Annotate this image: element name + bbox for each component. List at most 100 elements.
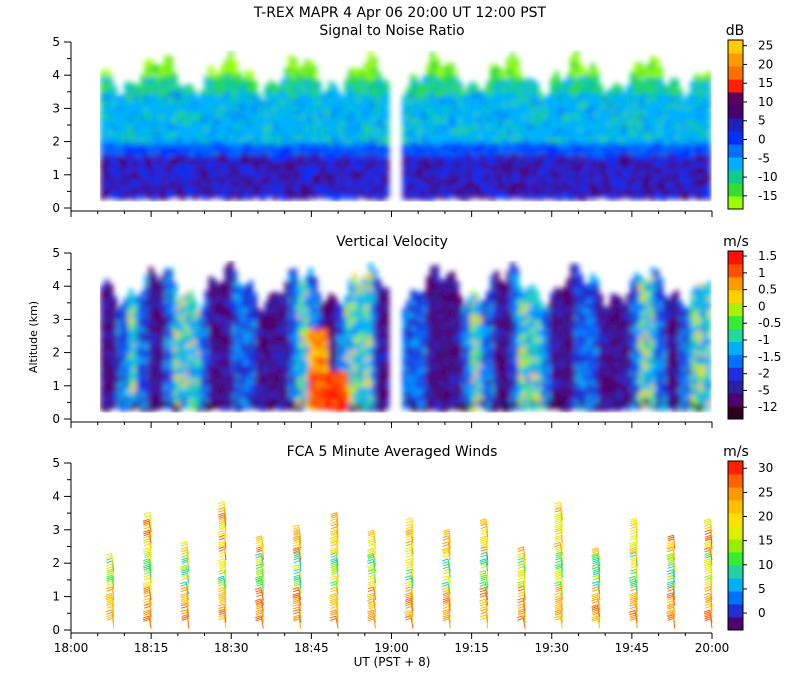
heatmap-cell — [450, 144, 456, 150]
heatmap-cell — [368, 79, 374, 85]
heatmap-cell — [348, 173, 354, 179]
heatmap-cell — [124, 186, 130, 192]
heatmap-cell — [534, 158, 540, 164]
heatmap-cell — [252, 164, 258, 170]
heatmap-cell — [288, 131, 294, 137]
heatmap-cell — [356, 192, 362, 198]
heatmap-cell — [586, 76, 592, 82]
heatmap-cell — [486, 149, 492, 155]
heatmap-cell — [446, 182, 452, 188]
heatmap-cell — [312, 166, 318, 172]
heatmap-cell — [284, 127, 290, 133]
heatmap-cell — [586, 84, 592, 90]
heatmap-cell — [466, 145, 472, 151]
heatmap-cell — [276, 153, 282, 159]
heatmap-cell — [642, 98, 648, 104]
heatmap-cell — [120, 179, 126, 185]
heatmap-cell — [526, 193, 532, 199]
heatmap-cell — [380, 191, 386, 197]
heatmap-cell — [690, 152, 696, 158]
heatmap-cell — [470, 149, 476, 155]
heatmap-cell — [116, 135, 122, 141]
heatmap-cell — [272, 143, 278, 149]
heatmap-cell — [578, 148, 584, 154]
colorbar-swatch — [728, 92, 743, 106]
heatmap-cell — [348, 169, 354, 175]
heatmap-cell — [406, 187, 412, 193]
heatmap-cell — [120, 303, 126, 309]
heatmap-cell — [654, 137, 660, 143]
heatmap-cell — [570, 71, 576, 77]
heatmap-cell — [128, 182, 134, 188]
heatmap-cell — [276, 137, 282, 143]
heatmap-cell — [200, 185, 206, 191]
heatmap-cell — [116, 159, 122, 165]
heatmap-cell — [606, 150, 612, 156]
heatmap-cell — [650, 152, 656, 158]
heatmap-cell — [662, 136, 668, 142]
heatmap-cell — [292, 94, 298, 100]
heatmap-cell — [376, 140, 382, 146]
heatmap-cell — [192, 150, 198, 156]
heatmap-cell — [438, 193, 444, 199]
heatmap-cell — [296, 159, 302, 165]
heatmap-cell — [364, 62, 370, 68]
heatmap-cell — [144, 104, 150, 110]
heatmap-cell — [530, 183, 536, 189]
heatmap-cell — [348, 81, 354, 87]
heatmap-cell — [360, 105, 366, 111]
heatmap-cell — [542, 141, 548, 147]
heatmap-cell — [232, 180, 238, 186]
heatmap-cell — [486, 141, 492, 147]
heatmap-cell — [312, 106, 318, 112]
heatmap-cell — [686, 142, 692, 148]
heatmap-cell — [586, 100, 592, 106]
heatmap-cell — [406, 179, 412, 185]
heatmap-cell — [132, 187, 138, 193]
heatmap-cell — [518, 129, 524, 135]
heatmap-cell — [200, 181, 206, 187]
heatmap-cell — [248, 182, 254, 188]
heatmap-cell — [256, 173, 262, 179]
heatmap-cell — [454, 77, 460, 83]
heatmap-cell — [124, 313, 130, 319]
heatmap-cell — [132, 167, 138, 173]
heatmap-cell — [598, 144, 604, 150]
heatmap-cell — [136, 93, 142, 99]
heatmap-cell — [204, 103, 210, 109]
heatmap-cell — [100, 142, 106, 148]
heatmap-cell — [706, 123, 712, 129]
heatmap-cell — [380, 179, 386, 185]
heatmap-cell — [236, 112, 242, 118]
heatmap-cell — [132, 299, 138, 305]
heatmap-cell — [128, 82, 134, 88]
heatmap-cell — [602, 113, 608, 119]
heatmap-cell — [364, 158, 370, 164]
heatmap-cell — [124, 297, 130, 303]
heatmap-cell — [280, 159, 286, 165]
heatmap-cell — [216, 137, 222, 143]
heatmap-cell — [670, 138, 676, 144]
heatmap-cell — [372, 170, 378, 176]
heatmap-cell — [690, 184, 696, 190]
heatmap-cell — [136, 145, 142, 151]
heatmap-cell — [486, 137, 492, 143]
heatmap-cell — [690, 124, 696, 130]
heatmap-cell — [140, 178, 146, 184]
heatmap-cell — [112, 320, 118, 326]
heatmap-cell — [112, 185, 118, 191]
heatmap-cell — [136, 295, 142, 301]
heatmap-cell — [284, 123, 290, 129]
heatmap-cell — [590, 191, 596, 197]
heatmap-cell — [550, 130, 556, 136]
heatmap-cell — [662, 156, 668, 162]
heatmap-cell — [104, 145, 110, 151]
heatmap-cell — [446, 186, 452, 192]
heatmap-cell — [156, 93, 162, 99]
heatmap-cell — [690, 84, 696, 90]
heatmap-cell — [530, 167, 536, 173]
heatmap-cell — [128, 373, 134, 379]
heatmap-cell — [256, 177, 262, 183]
heatmap-cell — [224, 64, 230, 70]
heatmap-cell — [148, 103, 154, 109]
